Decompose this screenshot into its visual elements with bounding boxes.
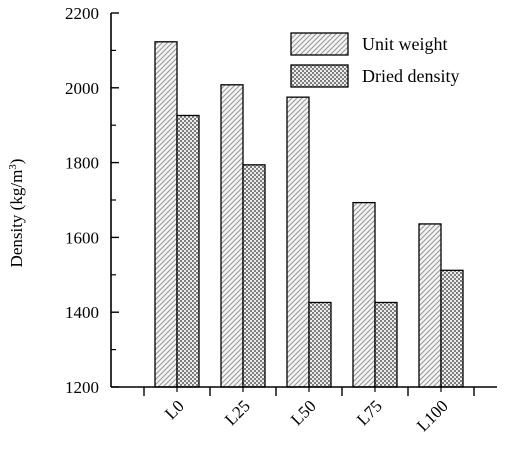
y-axis-label-superscript: 3: [7, 164, 19, 170]
bar-unit-weight-l50: [286, 96, 310, 388]
y-tick-label-1400: 1400: [65, 303, 99, 322]
bar-dried-density-l100: [440, 269, 464, 388]
bar-dried-density-l75: [374, 301, 398, 388]
y-tick-label-2000: 2000: [65, 79, 99, 98]
bar-unit-weight-l25: [220, 84, 244, 388]
y-tick-label-1200: 1200: [65, 378, 99, 397]
bar-unit-weight-l75: [352, 201, 376, 388]
bar-unit-weight-l100: [418, 223, 442, 388]
y-axis-label-text: Density (kg/m: [7, 170, 26, 268]
legend: Unit weight Dried density: [290, 32, 459, 88]
y-axis-label: Density (kg/m3): [7, 159, 26, 268]
y-axis-label-close: ): [7, 159, 26, 165]
x-tick-label-l0: L0: [161, 396, 188, 423]
bar-unit-weight-l0: [154, 41, 178, 388]
bar-dried-density-l25: [242, 164, 266, 388]
x-tick-label-l50: L50: [287, 396, 320, 429]
bar-dried-density-l50: [308, 301, 332, 388]
y-tick-label-1600: 1600: [65, 228, 99, 247]
x-tick-label-l25: L25: [221, 396, 254, 429]
legend-swatch-dried-density: [290, 64, 349, 88]
legend-label-unit-weight: Unit weight: [362, 34, 448, 54]
y-tick-label-1800: 1800: [65, 154, 99, 173]
bar-dried-density-l0: [176, 114, 200, 388]
x-tick-label-l100: L100: [413, 396, 452, 435]
legend-swatch-unit-weight: [290, 32, 349, 56]
svg-text:Density (kg/m3): Density (kg/m3): [7, 159, 26, 268]
legend-label-dried-density: Dried density: [362, 66, 459, 86]
x-tick-label-l75: L75: [353, 396, 386, 429]
y-tick-label-2200: 2200: [65, 4, 99, 23]
